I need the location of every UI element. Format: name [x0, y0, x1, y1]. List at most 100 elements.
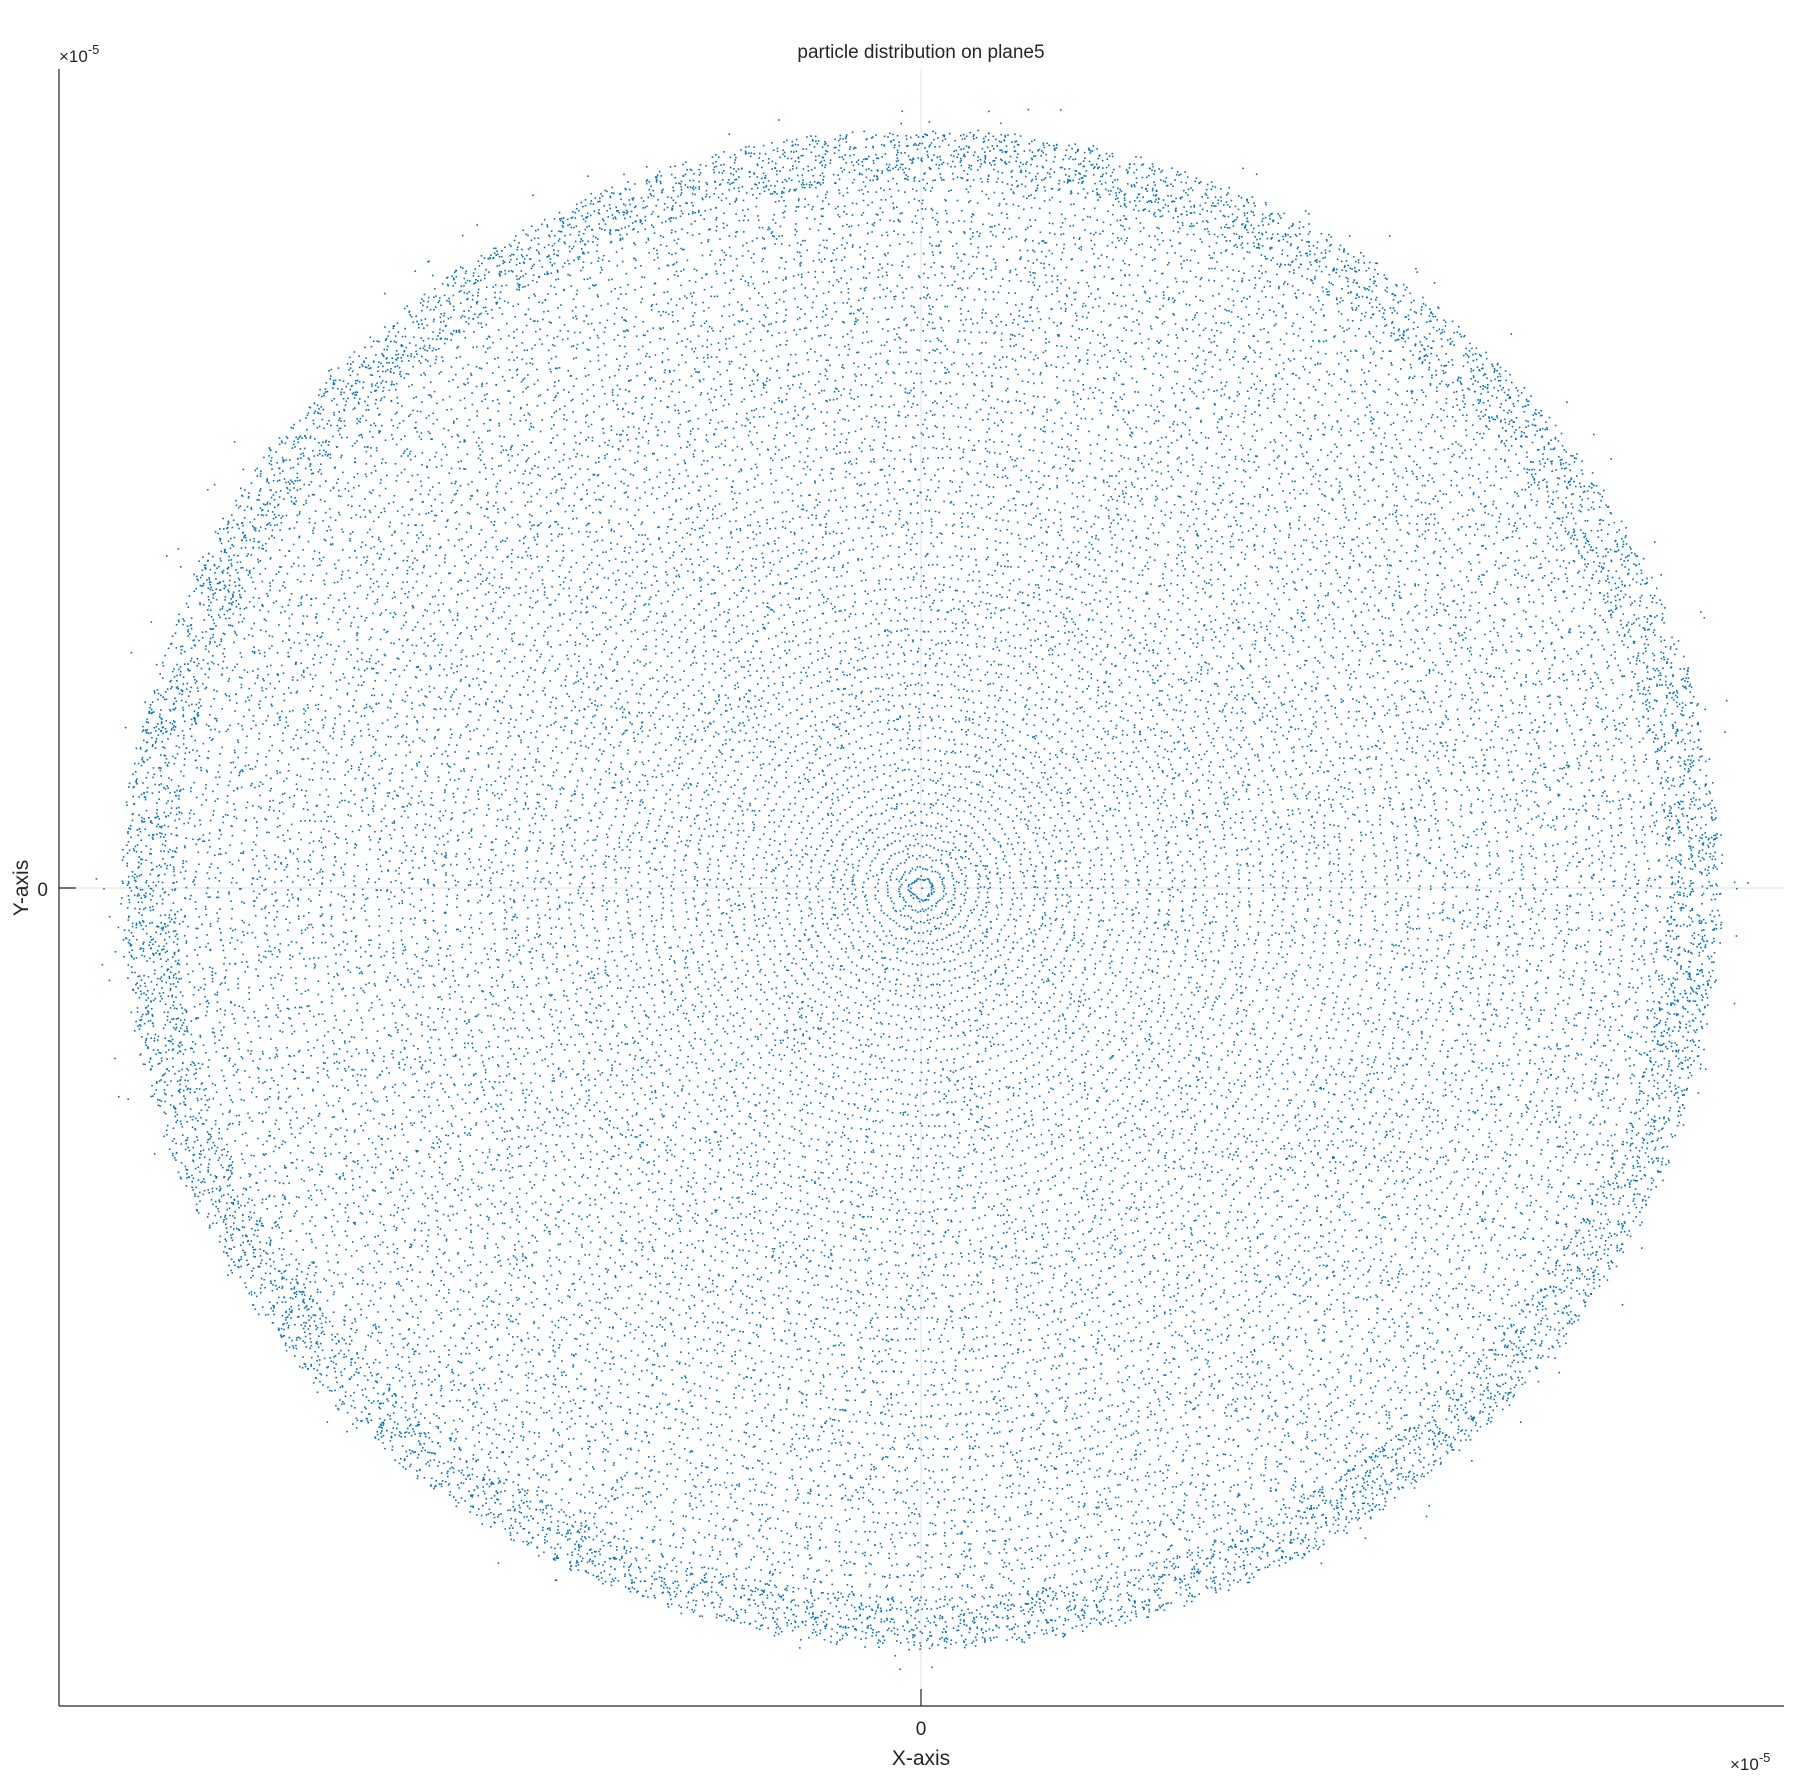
scatter-point: [993, 838, 995, 840]
scatter-point: [698, 993, 700, 995]
scatter-point: [937, 813, 939, 815]
scatter-point: [906, 620, 908, 622]
scatter-point: [1032, 1124, 1034, 1126]
scatter-point: [1078, 665, 1080, 667]
scatter-point: [778, 692, 780, 694]
scatter-point: [1142, 1053, 1144, 1055]
scatter-point: [908, 1040, 910, 1042]
scatter-point: [948, 870, 950, 872]
scatter-point: [715, 1019, 717, 1021]
scatter-point: [808, 1084, 810, 1086]
scatter-point: [674, 999, 676, 1001]
scatter-point: [1206, 901, 1208, 903]
scatter-point: [743, 1067, 745, 1069]
scatter-point: [970, 669, 972, 671]
scatter-point: [858, 649, 860, 651]
scatter-point: [891, 901, 893, 903]
scatter-point: [925, 1084, 927, 1086]
scatter-point: [1125, 884, 1127, 886]
scatter-point: [1007, 816, 1009, 818]
scatter-point: [810, 965, 812, 967]
scatter-point: [753, 893, 755, 895]
scatter-point: [869, 1064, 871, 1066]
scatter-point: [1157, 755, 1159, 757]
scatter-point: [1089, 821, 1091, 823]
scatter-point: [985, 961, 987, 963]
scatter-point: [842, 825, 844, 827]
scatter-point: [784, 982, 786, 984]
scatter-point: [815, 1001, 817, 1003]
scatter-point: [745, 787, 747, 789]
scatter-point: [941, 948, 943, 950]
scatter-point: [1004, 964, 1006, 966]
scatter-point: [774, 831, 776, 833]
scatter-point: [919, 995, 921, 997]
scatter-point: [1077, 914, 1079, 916]
scatter-point: [660, 862, 662, 864]
scatter-point: [1175, 826, 1177, 828]
scatter-point: [769, 821, 771, 823]
scatter-point: [1117, 832, 1119, 834]
scatter-point: [839, 942, 841, 944]
scatter-point: [730, 1042, 732, 1044]
scatter-point: [881, 910, 883, 912]
scatter-point: [954, 891, 956, 893]
scatter-point: [1115, 1069, 1117, 1071]
scatter-point: [1046, 707, 1048, 709]
scatter-point: [773, 964, 775, 966]
scatter-point: [731, 1086, 733, 1088]
scatter-point: [1012, 753, 1014, 755]
scatter-point: [1184, 885, 1186, 887]
scatter-point: [968, 1019, 970, 1021]
scatter-point: [741, 863, 743, 865]
scatter-point: [1201, 929, 1203, 931]
scatter-point: [966, 920, 968, 922]
scatter-point: [758, 724, 760, 726]
scatter-point: [762, 787, 764, 789]
scatter-point: [837, 958, 839, 960]
scatter-point: [794, 751, 796, 753]
scatter-point: [892, 687, 894, 689]
scatter-point: [967, 1053, 969, 1055]
scatter-point: [731, 910, 733, 912]
scatter-point: [1073, 713, 1075, 715]
scatter-point: [806, 798, 808, 800]
scatter-point: [955, 916, 957, 918]
scatter-point: [915, 1105, 917, 1107]
scatter-point: [815, 918, 817, 920]
scatter-point: [731, 956, 733, 958]
scatter-point: [913, 835, 915, 837]
scatter-point: [834, 738, 836, 740]
scatter-point: [931, 834, 933, 836]
scatter-point: [952, 1155, 954, 1157]
scatter-point: [939, 738, 941, 740]
scatter-point: [673, 1014, 675, 1016]
scatter-point: [926, 835, 928, 837]
scatter-point: [811, 1010, 813, 1012]
scatter-point: [895, 1080, 897, 1082]
scatter-point: [828, 655, 830, 657]
scatter-point: [1024, 800, 1026, 802]
scatter-point: [816, 956, 818, 958]
scatter-point: [848, 957, 850, 959]
scatter-point: [1157, 965, 1159, 967]
scatter-point: [817, 650, 819, 652]
scatter-point: [774, 785, 776, 787]
scatter-point: [730, 905, 732, 907]
scatter-point: [1072, 940, 1074, 942]
scatter-point: [1147, 906, 1149, 908]
scatter-point: [1171, 783, 1173, 785]
scatter-point: [664, 838, 666, 840]
scatter-point: [862, 992, 864, 994]
scatter-point: [1113, 752, 1115, 754]
scatter-point: [870, 623, 872, 625]
scatter-point: [1102, 1032, 1104, 1034]
scatter-point: [1114, 758, 1116, 760]
scatter-point: [1094, 804, 1096, 806]
scatter-point: [878, 1012, 880, 1014]
scatter-point: [1115, 825, 1117, 827]
scatter-point: [697, 783, 699, 785]
scatter-point: [957, 654, 959, 656]
scatter-point: [988, 818, 990, 820]
scatter-point: [847, 1068, 849, 1070]
